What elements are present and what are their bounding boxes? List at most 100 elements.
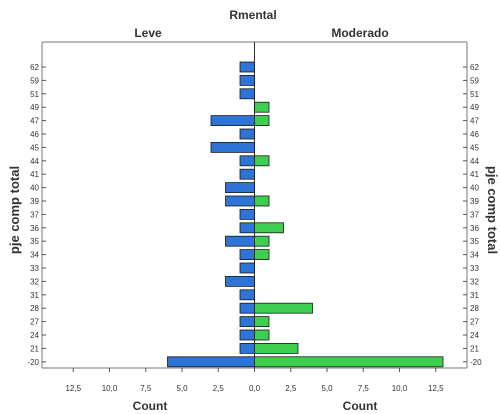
bar-leve (239, 342, 255, 354)
x-tick-label: 10,0 (392, 384, 408, 393)
bar-leve (239, 316, 255, 328)
x-tick-label: 0,0 (249, 384, 261, 393)
y-tick-label-left: 51 (30, 90, 39, 99)
y-tick-label-left: 31 (30, 291, 39, 300)
y-tick-label-left: 44 (30, 157, 39, 166)
y-tick-label-left: 28 (30, 304, 39, 313)
bar-leve (239, 128, 255, 140)
x-tick-label: 5,0 (176, 384, 188, 393)
bar-leve (239, 329, 255, 341)
x-tick-label: 5,0 (321, 384, 333, 393)
y-ticks-left: 62 59 51 49 47 46 45 44 41 40 39 37 36 35 34 33 32 31 28 27… (27, 63, 46, 367)
panel-label-moderado: Moderado (331, 26, 388, 40)
bar-leve (239, 168, 255, 180)
x-ticks: 0,0 2,5 2,5 5,0 5,0 7,5 7,5 10,0 10,0 12,5 12,5 (65, 368, 444, 393)
bar-leve (239, 75, 255, 86)
bar-moderado (254, 316, 270, 328)
y-tick-label-right: 40 (470, 184, 479, 193)
bar-leve (225, 275, 255, 287)
bar-moderado (254, 155, 270, 167)
bar-moderado (254, 222, 284, 234)
bar-leve (225, 195, 255, 207)
y-tick-label-right: 44 (470, 157, 479, 166)
bar-leve (210, 115, 255, 126)
panel-label-leve: Leve (134, 26, 162, 40)
bar-leve (239, 249, 255, 261)
y-tick-label-right: 34 (470, 251, 479, 260)
y-tick-label-right: 41 (470, 170, 479, 179)
y-tick-label-right: 51 (470, 90, 479, 99)
x-tick-label: 2,5 (213, 384, 225, 393)
x-tick-label: 10,0 (102, 384, 118, 393)
y-tick-label-left: 46 (30, 130, 39, 139)
y-tick-label-right: 21 (470, 344, 479, 353)
y-axis-label-right: pje comp total (485, 166, 500, 254)
x-tick-label: 7,5 (140, 384, 152, 393)
y-tick-label-left: 45 (30, 143, 39, 152)
x-tick-label: 12,5 (65, 384, 81, 393)
y-tick-label-left: 24 (30, 331, 39, 340)
y-tick-label-right: 35 (470, 237, 479, 246)
y-tick-label-right: 37 (470, 210, 479, 219)
x-axis-label-left: Count (133, 399, 168, 413)
y-tick-label-right: 24 (470, 331, 479, 340)
y-tick-label-left: 41 (30, 170, 39, 179)
y-tick-label-left: -20 (27, 358, 39, 367)
bar-moderado (254, 195, 270, 207)
y-tick-label-right: 49 (470, 103, 479, 112)
x-tick-label: 12,5 (428, 384, 444, 393)
bar-leve (239, 289, 255, 301)
y-tick-label-right: 47 (470, 117, 479, 126)
y-tick-label-left: 21 (30, 344, 39, 353)
y-tick-label-right: 46 (470, 130, 479, 139)
y-tick-label-right: 27 (470, 318, 479, 327)
y-tick-label-right: 33 (470, 264, 479, 273)
y-tick-label-left: 27 (30, 318, 39, 327)
y-tick-label-left: 32 (30, 277, 39, 286)
bar-leve (239, 61, 255, 73)
bar-leve (239, 88, 255, 100)
y-tick-label-left: 33 (30, 264, 39, 273)
y-tick-label-right: 28 (470, 304, 479, 313)
y-tick-label-left: 47 (30, 117, 39, 126)
x-tick-label: 7,5 (358, 384, 370, 393)
chart-title: Rmental (229, 8, 276, 22)
y-tick-label-right: 32 (470, 277, 479, 286)
bar-moderado (254, 115, 270, 126)
bar-leve (239, 208, 255, 220)
x-axis-label-right: Count (343, 399, 378, 413)
bar-leve (225, 235, 255, 247)
bars-group (167, 61, 444, 368)
bar-leve (239, 155, 255, 167)
bar-moderado (254, 101, 270, 113)
y-tick-label-right: 45 (470, 143, 479, 152)
bar-moderado (254, 249, 270, 261)
bar-moderado (254, 329, 270, 341)
bar-moderado (254, 356, 444, 368)
y-tick-label-right: 39 (470, 197, 479, 206)
y-tick-label-right: 36 (470, 224, 479, 233)
x-tick-label: 2,5 (285, 384, 297, 393)
bar-leve (167, 356, 255, 368)
y-tick-label-right: 62 (470, 63, 479, 72)
y-tick-label-left: 39 (30, 197, 39, 206)
bar-leve (225, 182, 255, 194)
bar-leve (239, 262, 255, 274)
y-tick-label-left: 59 (30, 76, 39, 85)
y-tick-label-left: 62 (30, 63, 39, 72)
y-ticks-right: 62 59 51 49 47 46 45 44 41 40 39 37 36 35 34 33 32 31 28 27… (463, 63, 482, 367)
bar-moderado (254, 235, 270, 247)
y-tick-label-left: 34 (30, 251, 39, 260)
y-tick-label-left: 40 (30, 184, 39, 193)
y-axis-label-left: pje comp total (7, 166, 22, 254)
bar-leve (210, 141, 255, 153)
y-tick-label-right: 31 (470, 291, 479, 300)
bar-moderado (254, 302, 313, 314)
bar-moderado (254, 342, 299, 354)
y-tick-label-left: 49 (30, 103, 39, 112)
y-tick-label-left: 35 (30, 237, 39, 246)
y-tick-label-right: -20 (470, 358, 482, 367)
y-tick-label-right: 59 (470, 76, 479, 85)
bar-leve (239, 302, 255, 314)
